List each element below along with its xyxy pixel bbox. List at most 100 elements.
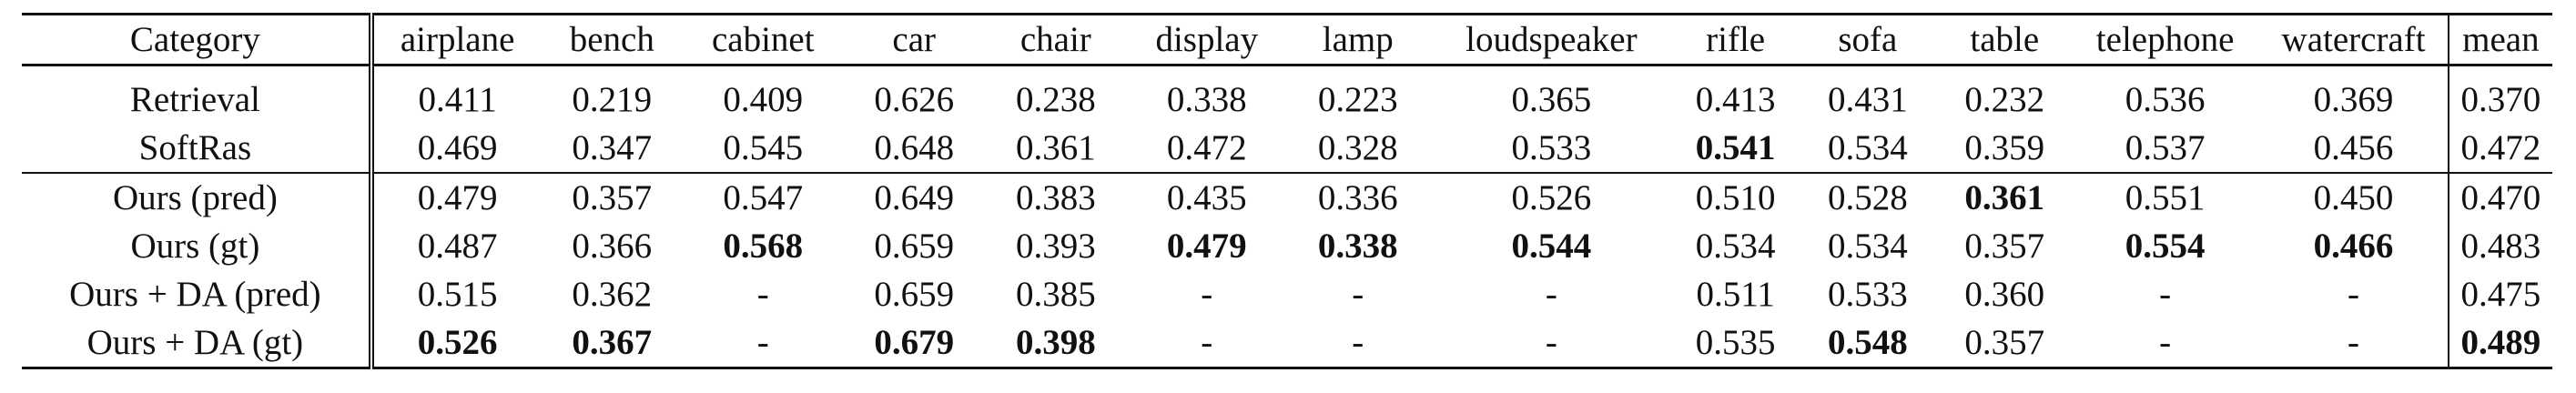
table-cell: 0.534 — [1827, 128, 1908, 167]
table-cell: - — [1286, 318, 1429, 369]
row-label: Ours (gt) — [22, 222, 374, 270]
table-cell: 0.541 — [1695, 128, 1776, 167]
header-airplane: airplane — [370, 14, 542, 66]
header-bench: bench — [541, 14, 684, 66]
table-cell: 0.535 — [1674, 318, 1798, 369]
table-cell: 0.489 — [2447, 318, 2552, 369]
table-cell: 0.551 — [2070, 172, 2260, 222]
table-cell: 0.483 — [2447, 222, 2552, 270]
table-row: SoftRas 0.469 0.347 0.545 0.648 0.361 0.472 0.3… — [22, 124, 2552, 173]
table-cell: 0.362 — [572, 275, 653, 314]
row-label: Ours + DA (gt) — [22, 318, 374, 369]
header-telephone: telephone — [2070, 14, 2260, 66]
table-cell: 0.338 — [1166, 80, 1247, 119]
table-cell: 0.534 — [1827, 227, 1908, 266]
table-cell: 0.367 — [541, 318, 684, 369]
header-row: Category airplane bench cabinet car chai… — [22, 14, 2552, 66]
table-cell: 0.347 — [572, 128, 653, 167]
table-cell: 0.487 — [417, 227, 498, 266]
table-cell: 0.472 — [1166, 128, 1247, 167]
table-cell: 0.626 — [874, 80, 955, 119]
table-cell: 0.413 — [1695, 80, 1776, 119]
header-table: table — [1938, 14, 2071, 66]
table-cell: 0.472 — [2447, 124, 2552, 173]
table-cell: 0.533 — [1827, 275, 1908, 314]
table-cell: 0.568 — [723, 227, 804, 266]
table-cell: - — [1428, 318, 1675, 369]
table-cell: 0.537 — [2125, 128, 2206, 167]
table-cell: 0.479 — [370, 172, 542, 222]
header-category: Category — [22, 14, 374, 66]
table-cell: 0.361 — [1938, 172, 2071, 222]
table-cell: 0.328 — [1317, 128, 1398, 167]
table-cell: 0.357 — [541, 172, 684, 222]
table-cell: 0.649 — [843, 172, 986, 222]
table-row: Ours + DA (pred) 0.515 0.362 - 0.659 0.385 - - -… — [22, 270, 2552, 318]
table-cell: 0.511 — [1696, 275, 1775, 314]
header-loudspeaker: loudspeaker — [1428, 14, 1675, 66]
table-cell: 0.528 — [1797, 172, 1939, 222]
row-label: Ours + DA (pred) — [22, 270, 374, 318]
table-cell: 0.510 — [1674, 172, 1798, 222]
table-cell: 0.515 — [417, 275, 498, 314]
table-cell: 0.659 — [874, 275, 955, 314]
table-cell: 0.545 — [723, 128, 804, 167]
results-table-container: Category airplane bench cabinet car chai… — [22, 13, 2552, 369]
header-sofa: sofa — [1797, 14, 1939, 66]
table-cell: 0.338 — [1317, 227, 1398, 266]
header-watercraft: watercraft — [2259, 14, 2449, 66]
table-cell: 0.526 — [370, 318, 542, 369]
table-row: Ours (pred) 0.479 0.357 0.547 0.649 0.383 0.43… — [22, 172, 2552, 222]
table-cell: 0.648 — [874, 128, 955, 167]
table-cell: 0.469 — [417, 128, 498, 167]
table-cell: 0.223 — [1317, 80, 1398, 119]
table-cell: 0.219 — [572, 80, 653, 119]
table-cell: 0.679 — [843, 318, 986, 369]
table-cell: 0.536 — [2125, 80, 2206, 119]
table-cell: 0.369 — [2313, 80, 2394, 119]
header-gap-row — [22, 64, 2552, 76]
table-cell: 0.357 — [1964, 227, 2045, 266]
table-cell: 0.534 — [1695, 227, 1776, 266]
table-cell: 0.361 — [1015, 128, 1096, 167]
table-cell: 0.526 — [1428, 172, 1675, 222]
table-cell: 0.435 — [1126, 172, 1287, 222]
table-cell: 0.398 — [985, 318, 1127, 369]
results-table: Category airplane bench cabinet car chai… — [22, 13, 2552, 369]
table-cell: 0.232 — [1964, 80, 2045, 119]
row-label: SoftRas — [22, 124, 374, 173]
header-display: display — [1126, 14, 1287, 66]
table-cell: 0.409 — [723, 80, 804, 119]
table-cell: - — [2159, 275, 2172, 314]
table-row: Ours + DA (gt) 0.526 0.367-0.679 0.398- - -0.… — [22, 318, 2552, 369]
table-cell: 0.359 — [1964, 128, 2045, 167]
table-cell: - — [1126, 318, 1287, 369]
table-cell: 0.470 — [2447, 172, 2552, 222]
table-cell: 0.370 — [2447, 76, 2552, 124]
table-cell: - — [2348, 275, 2360, 314]
table-cell: 0.475 — [2447, 270, 2552, 318]
row-label: Retrieval — [22, 76, 374, 124]
table-cell: 0.659 — [874, 227, 955, 266]
table-cell: 0.385 — [1015, 275, 1096, 314]
header-lamp: lamp — [1286, 14, 1429, 66]
header-mean: mean — [2447, 14, 2552, 66]
table-cell: 0.431 — [1827, 80, 1908, 119]
table-cell: 0.360 — [1964, 275, 2045, 314]
table-cell: 0.383 — [985, 172, 1127, 222]
header-cabinet: cabinet — [683, 14, 844, 66]
table-cell: 0.456 — [2313, 128, 2394, 167]
table-cell: 0.544 — [1511, 227, 1592, 266]
table-cell: - — [756, 275, 769, 314]
header-chair: chair — [985, 14, 1127, 66]
table-cell: - — [2259, 318, 2449, 369]
table-cell: - — [2070, 318, 2260, 369]
table-cell: - — [1545, 275, 1557, 314]
row-label: Ours (pred) — [22, 172, 374, 222]
table-row: Retrieval 0.411 0.219 0.409 0.626 0.238 0.338 0… — [22, 76, 2552, 124]
table-row: Ours (gt) 0.487 0.366 0.568 0.659 0.393 0.479 0… — [22, 222, 2552, 270]
table-body: Retrieval 0.411 0.219 0.409 0.626 0.238 0.338 0… — [22, 64, 2552, 369]
table-cell: 0.365 — [1511, 80, 1592, 119]
table-cell: 0.547 — [683, 172, 844, 222]
table-cell: - — [1352, 275, 1364, 314]
